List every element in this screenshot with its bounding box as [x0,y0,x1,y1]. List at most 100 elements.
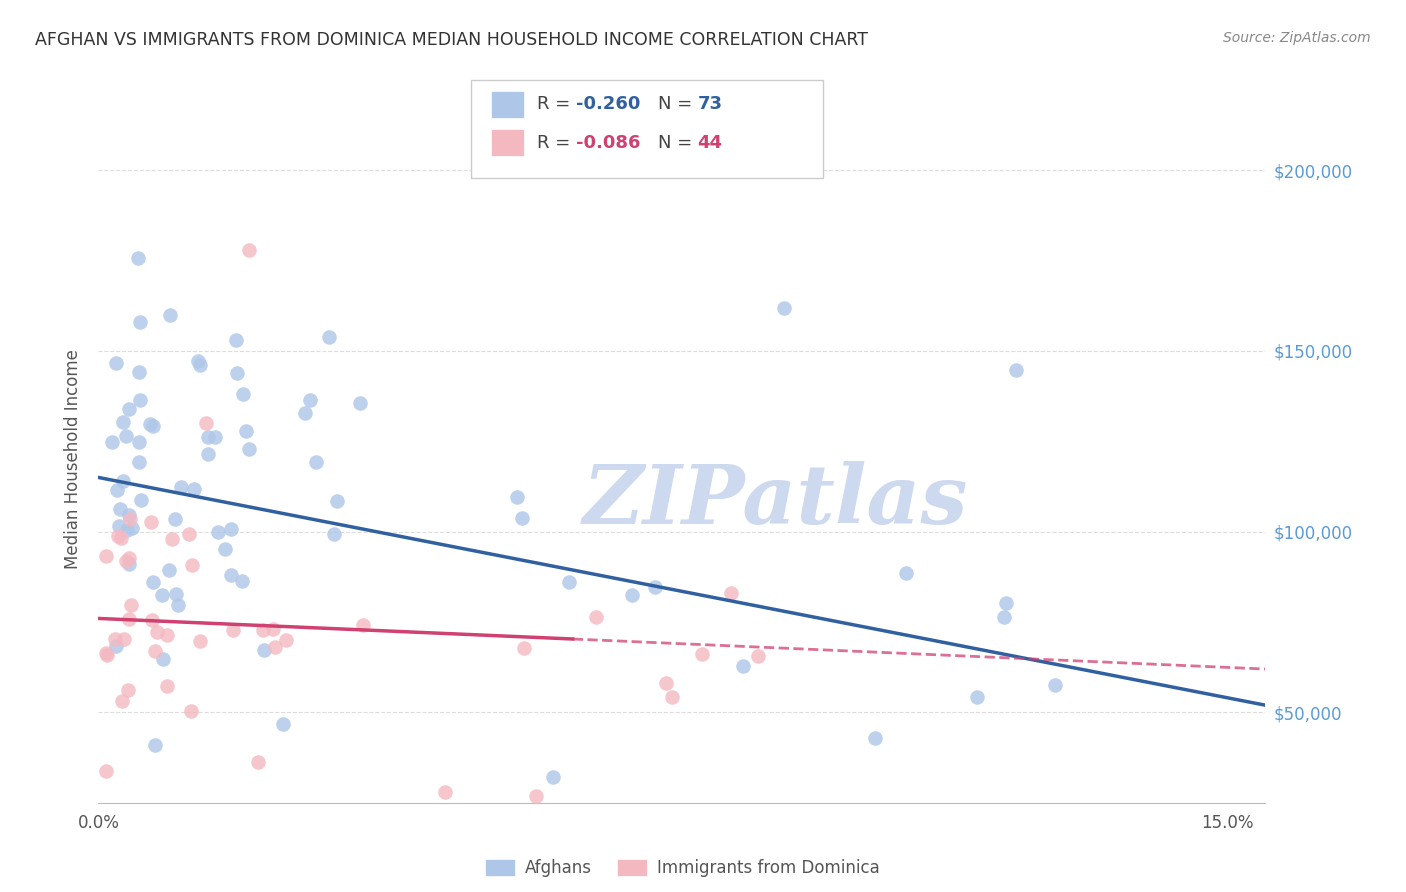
Point [118,512,141,526]
Point [253,643,276,657]
Point [121,521,143,535]
Point [94,549,117,564]
Point [246,755,269,769]
Point [115,554,138,568]
Point [118,401,141,416]
Point [349,396,371,410]
Point [187,354,209,368]
Point [863,731,886,746]
Point [1043,678,1066,692]
Point [183,482,205,496]
Point [141,516,163,530]
Point [731,659,754,673]
Point [143,644,166,658]
Point [139,417,162,431]
Point [231,574,253,589]
Point [325,494,347,508]
Point [1005,363,1028,377]
Point [160,532,183,546]
Text: R =: R = [537,134,576,152]
Point [112,632,135,646]
Point [621,588,644,602]
Text: R =: R = [537,95,576,113]
Point [117,557,139,571]
Point [204,430,226,444]
Point [238,243,260,257]
Point [298,392,321,407]
Point [271,716,294,731]
Point [433,785,456,799]
Point [128,365,150,379]
Point [207,524,229,539]
Point [264,640,287,654]
Point [117,523,139,537]
Point [107,528,129,542]
Point [128,455,150,469]
Point [654,676,676,690]
Point [104,356,127,370]
Point [197,430,219,444]
Point [167,599,190,613]
Point [120,598,142,612]
Point [118,612,141,626]
Point [94,646,117,660]
Point [747,648,769,663]
Point [274,633,297,648]
Point [305,455,328,469]
Point [720,586,742,600]
Point [966,690,988,704]
Point [152,652,174,666]
Point [235,425,257,439]
Point [993,609,1015,624]
Point [513,641,536,656]
Point [181,558,204,573]
Point [506,491,529,505]
Point [105,483,128,498]
Text: 44: 44 [697,134,723,152]
Point [127,251,149,265]
Text: -0.086: -0.086 [576,134,641,152]
Point [104,639,127,653]
Point [150,588,173,602]
Point [110,531,132,545]
Point [156,628,179,642]
Point [118,551,141,566]
Point [165,511,187,525]
Y-axis label: Median Household Income: Median Household Income [65,350,83,569]
Point [294,406,316,420]
Point [772,301,794,315]
Point [558,574,581,589]
Point [143,738,166,752]
Point [108,519,131,533]
Point [221,623,243,637]
Point [96,648,118,662]
Text: N =: N = [658,134,697,152]
Point [146,624,169,639]
Point [180,704,202,718]
Point [352,617,374,632]
Point [221,567,243,582]
Point [262,622,284,636]
Point [690,647,713,661]
Point [129,315,152,329]
Text: N =: N = [658,95,697,113]
Point [994,595,1017,609]
Point [129,393,152,408]
Text: -0.260: -0.260 [576,95,641,113]
Point [118,508,141,523]
Point [188,634,211,648]
Point [170,480,193,494]
Point [142,418,165,433]
Text: 73: 73 [697,95,723,113]
Point [225,333,247,347]
Point [117,682,139,697]
Point [141,613,163,627]
Point [318,329,340,343]
Point [100,434,122,449]
Point [226,366,249,380]
Point [157,563,180,577]
Point [644,580,666,594]
Point [195,416,218,430]
Text: ZIPatlas: ZIPatlas [582,460,967,541]
Point [585,609,607,624]
